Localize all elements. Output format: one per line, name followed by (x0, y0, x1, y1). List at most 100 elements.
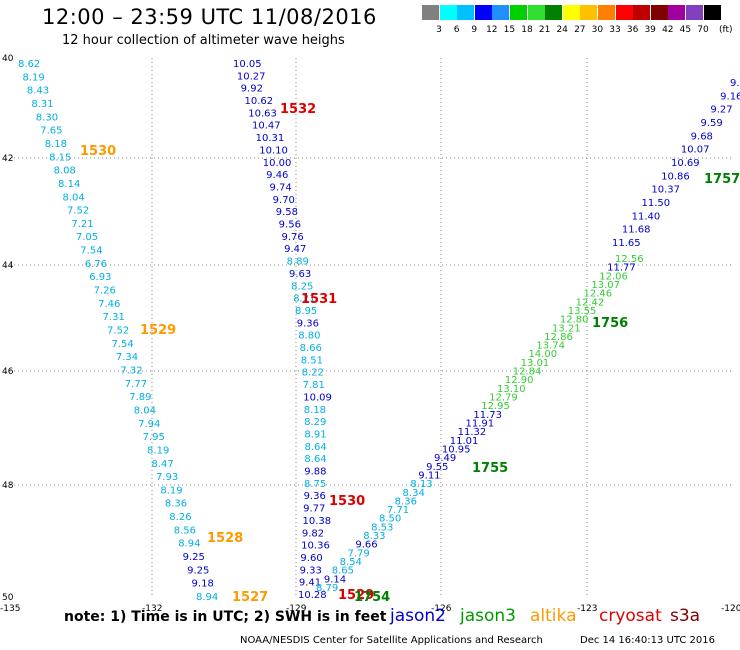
wave-height-label: 8.22 (302, 368, 324, 379)
color-scale-label: 9 (471, 25, 478, 35)
wave-height-label: 9.59 (701, 118, 723, 129)
wave-height-label: 10.86 (661, 171, 690, 182)
wave-height-label: 11.77 (607, 263, 636, 274)
wave-height-label: 9.56 (279, 220, 301, 231)
color-swatch (527, 5, 545, 20)
wave-height-label: 11.40 (632, 211, 661, 222)
wave-height-label: 8.19 (160, 485, 182, 496)
wave-height-label: 10.37 (651, 185, 680, 196)
pass-time-label: 1530 (329, 494, 365, 509)
wave-height-label: 8.13 (410, 479, 432, 490)
wave-height-label: 8.33 (363, 531, 385, 542)
longitude-tick: -120 (721, 604, 740, 614)
pass-time-label: 1757 (704, 172, 740, 187)
wave-height-label: 11.91 (466, 419, 495, 430)
wave-height-label: 9.55 (426, 462, 448, 473)
wave-height-label: 10.38 (303, 516, 332, 527)
wave-height-label: 9.49 (434, 453, 456, 464)
wave-height-label: 14.00 (528, 349, 557, 360)
wave-height-label: 7.94 (138, 419, 160, 430)
satellite-tracks: 8.62 8.19 8.43 8.31 8.30 7.65 8.18 8.15 8.08 8.14… (18, 59, 740, 603)
wave-height-label: 8.64 (304, 454, 326, 465)
wave-height-label: 8.08 (54, 166, 76, 177)
wave-height-label: 6.93 (89, 272, 111, 283)
wave-height-label: 10.36 (301, 541, 330, 552)
wave-height-label: 8.25 (291, 281, 313, 292)
wave-height-label: 7.54 (80, 246, 102, 257)
wave-height-label: 13.55 (568, 306, 597, 317)
wave-height-label: 9.66 (355, 540, 377, 551)
wave-height-label: 8.04 (63, 192, 85, 203)
wave-height-label: 8.29 (304, 417, 326, 428)
wave-height-label: 8.62 (18, 59, 40, 70)
wave-height-label: 8.36 (395, 496, 417, 507)
wave-height-label: 8.34 (403, 488, 425, 499)
wave-height-label: 11.68 (622, 225, 651, 236)
chart-subtitle: 12 hour collection of altimeter wave hei… (62, 33, 345, 48)
color-swatch (474, 5, 492, 20)
color-scale-unit: (ft) (719, 25, 733, 35)
color-swatch (422, 5, 439, 20)
pass-time-label: 1756 (592, 316, 628, 331)
latitude-tick: 46 (2, 367, 14, 377)
color-scale-label: 33 (609, 25, 621, 35)
wave-height-label: 13.21 (552, 323, 581, 334)
wave-height-label: 8.94 (196, 592, 218, 603)
wave-height-label: 12.42 (576, 297, 605, 308)
color-swatch (615, 5, 633, 20)
pass-time-label: 1530 (80, 144, 116, 159)
wave-height-label: 7.32 (120, 365, 142, 376)
wave-height-label: 8.50 (379, 514, 401, 525)
wave-height-label: 7.79 (347, 548, 369, 559)
color-scale-label: 36 (626, 25, 639, 35)
wave-height-label: 11.01 (450, 436, 479, 447)
wave-height-label: 10.07 (681, 145, 710, 156)
wave-height-label: 10.69 (671, 158, 700, 169)
wave-height-label: 12.56 (615, 254, 644, 265)
wave-height-label: 11.32 (458, 427, 487, 438)
wave-height-label: 12.86 (544, 332, 573, 343)
wave-height-label: 9.25 (183, 552, 205, 563)
wave-height-label: 13.10 (497, 384, 526, 395)
color-swatch (633, 5, 651, 20)
wave-height-label: 9.82 (302, 528, 324, 539)
wave-height-label: 7.21 (71, 219, 93, 230)
wave-height-label: 8.54 (340, 557, 362, 568)
wave-height-label: 8.66 (300, 343, 322, 354)
wave-height-label: 8.79 (316, 583, 338, 594)
color-swatch (457, 5, 475, 20)
color-swatch (439, 5, 457, 20)
wave-height-label: 11.73 (473, 410, 502, 421)
wave-height-label: 8.56 (174, 525, 196, 536)
color-swatch (510, 5, 527, 20)
wave-height-label: 10.95 (442, 444, 471, 455)
wave-height-label: 9.76 (281, 232, 303, 243)
wave-height-label: 8.18 (45, 139, 67, 150)
color-swatch (492, 5, 510, 20)
color-scale-label: 27 (574, 25, 586, 35)
wave-height-label: 7.46 (98, 299, 120, 310)
longitude-tick: -135 (0, 604, 20, 614)
wave-height-label: 11.50 (642, 198, 671, 209)
pass-time-label: 1529 (338, 588, 374, 603)
wave-height-label: 9.60 (300, 553, 322, 564)
wave-height-label: 9.25 (187, 565, 209, 576)
wave-height-label: 9.7 (730, 78, 740, 89)
footer-timestamp: Dec 14 16:40:13 UTC 2016 (580, 635, 715, 646)
wave-height-label: 10.27 (237, 71, 266, 82)
wave-height-label: 8.31 (31, 99, 53, 110)
wave-height-label: 8.04 (134, 405, 156, 416)
wave-height-label: 9.74 (269, 182, 291, 193)
wave-height-label: 8.18 (304, 405, 326, 416)
pass-time-label: 1528 (207, 531, 243, 546)
wave-height-label: 8.19 (22, 72, 44, 83)
wave-height-label: 8.65 (332, 566, 354, 577)
wave-height-label: 7.89 (129, 392, 151, 403)
longitude-tick: -129 (286, 604, 307, 614)
chart-title: 12:00 – 23:59 UTC 11/08/2016 (42, 5, 377, 29)
color-swatch (668, 5, 686, 20)
color-swatch (598, 5, 615, 20)
wave-height-label: 7.81 (303, 380, 325, 391)
color-swatch (545, 5, 563, 20)
wave-height-label: 8.14 (58, 179, 80, 190)
